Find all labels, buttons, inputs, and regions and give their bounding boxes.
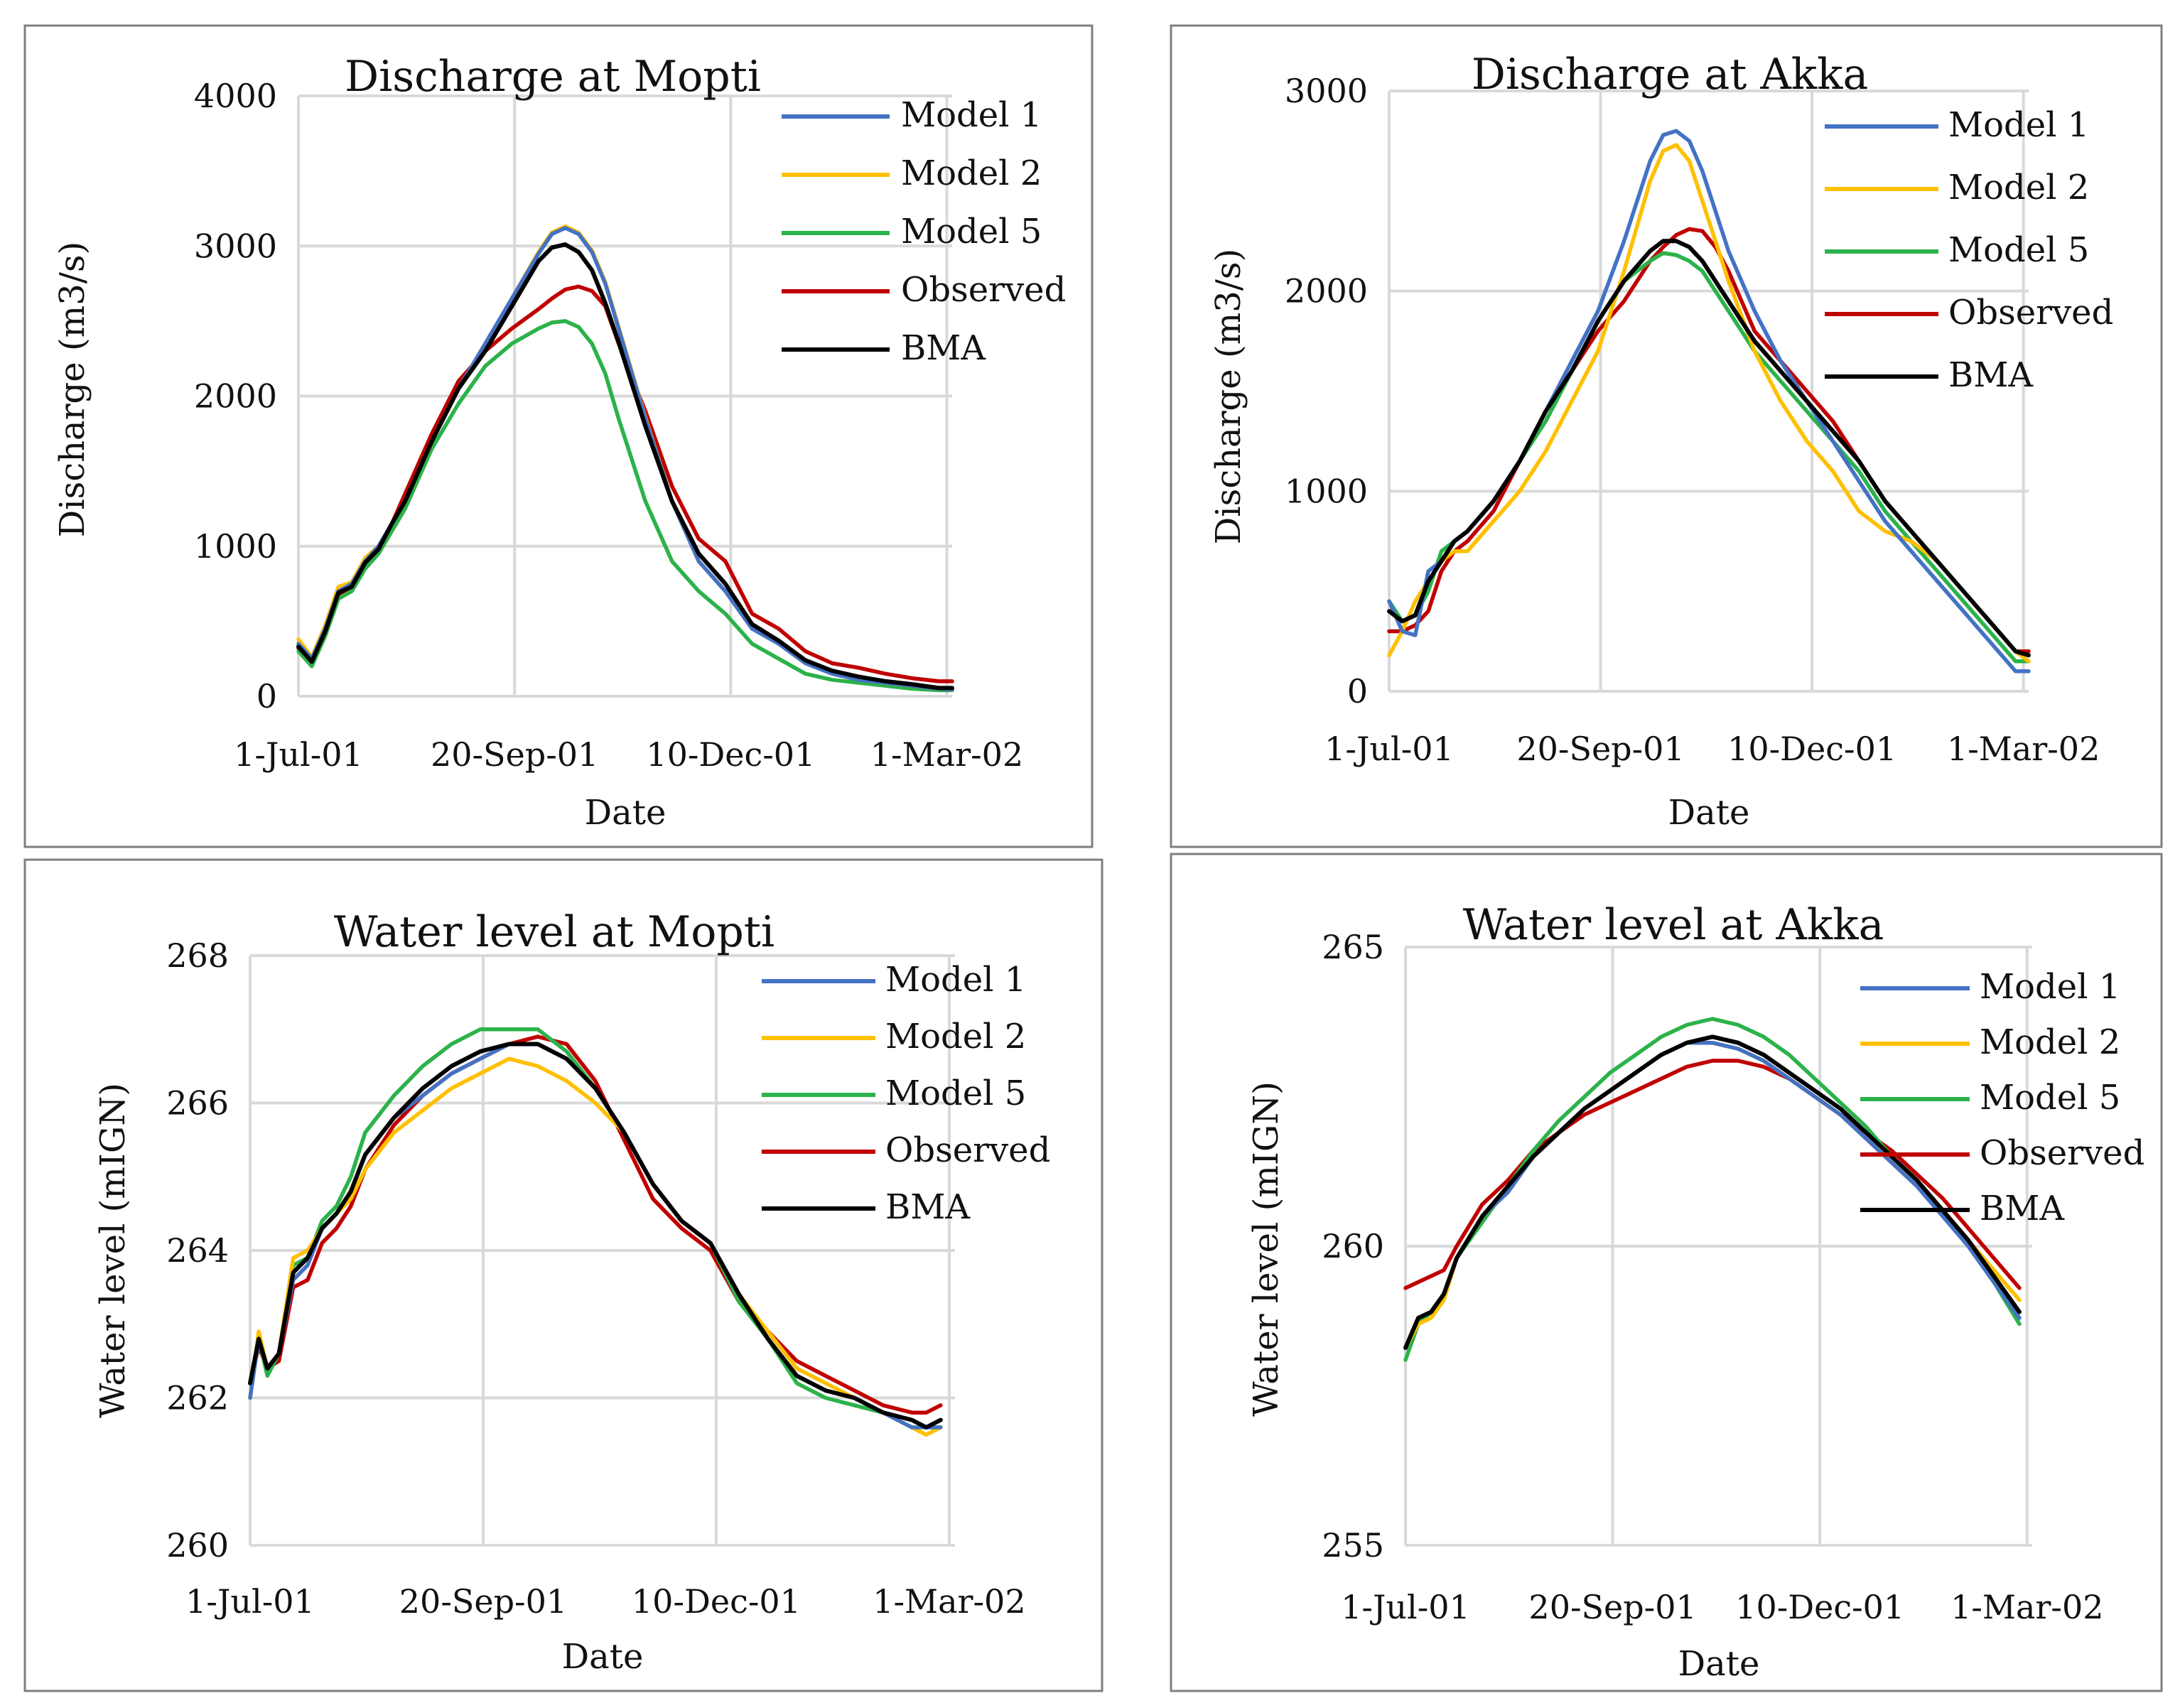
series-line-model-5 [296, 319, 954, 693]
y-axis-label: Discharge (m3/s) [1209, 249, 1248, 545]
chart-discharge-akka: 0 1000 2000 3000 1-Jul-01 20-Sep-01 10-Dec-01 1… [1209, 50, 2113, 833]
legend-label: Model 1 [885, 960, 1026, 1000]
y-tick-label: 2000 [1285, 272, 1368, 310]
legend-label: Observed [1948, 293, 2113, 333]
panel-frame-waterlevel-mopti [23, 858, 1104, 1692]
y-tick-label: 262 [166, 1379, 229, 1417]
y-tick-label: 1000 [1285, 472, 1368, 510]
series-line-model-1 [296, 226, 954, 692]
panel-frame-discharge-mopti [23, 24, 1094, 848]
x-tick-label: 1-Mar-02 [1947, 730, 2100, 768]
y-tick-label: 3000 [194, 227, 277, 265]
legend-label: Model 5 [885, 1074, 1026, 1113]
y-tick-label: 260 [166, 1526, 229, 1564]
x-tick-label: 1-Jul-01 [1341, 1588, 1470, 1626]
legend-label: Model 1 [901, 95, 1042, 135]
legend-label: Model 2 [901, 153, 1042, 193]
legend-label: BMA [1948, 355, 2034, 395]
x-tick-label: 1-Jul-01 [234, 735, 363, 774]
y-tick-label: 3000 [1285, 72, 1368, 110]
x-tick-label: 1-Mar-02 [1950, 1588, 2103, 1626]
x-tick-label: 10-Dec-01 [646, 735, 815, 774]
x-tick-label: 1-Mar-02 [873, 1582, 1025, 1621]
x-tick-label: 1-Jul-01 [1324, 730, 1454, 768]
y-tick-label: 0 [257, 677, 277, 715]
x-tick-label: 20-Sep-01 [431, 735, 598, 774]
legend-label: Model 2 [885, 1017, 1026, 1056]
chart-waterlevel-akka: 255 260 265 1-Jul-01 20-Sep-01 10-Dec-01 1-Mar… [1246, 900, 2144, 1684]
x-tick-label: 10-Dec-01 [1727, 730, 1896, 768]
y-axis-label: Water level (mIGN) [1246, 1081, 1286, 1417]
legend-label: Model 5 [901, 212, 1042, 252]
legend-label: Observed [885, 1130, 1050, 1170]
legend-label: Observed [901, 270, 1066, 310]
panel-frame-waterlevel-akka [1170, 853, 2163, 1692]
legend-label: Model 2 [1980, 1022, 2120, 1062]
legend-label: Model 5 [1980, 1078, 2120, 1118]
series-line-model-2 [1387, 143, 2031, 664]
x-axis-label: Date [1678, 1644, 1760, 1684]
chart-title: Water level at Akka [1463, 900, 1884, 950]
series-line-bma [296, 242, 954, 691]
chart-title: Discharge at Mopti [345, 52, 761, 102]
x-tick-label: 20-Sep-01 [1516, 730, 1684, 768]
series-line-model-2 [248, 1056, 943, 1437]
chart-waterlevel-mopti: 260 262 264 266 268 1-Jul-01 20-Sep-01 10-Dec-0… [93, 907, 1050, 1677]
legend-label: Model 1 [1948, 105, 2089, 145]
y-tick-label: 260 [1322, 1227, 1384, 1265]
series-line-bma [1387, 239, 2031, 658]
y-tick-label: 266 [166, 1084, 229, 1123]
x-axis-label: Date [585, 793, 667, 833]
y-tick-label: 264 [166, 1231, 229, 1270]
x-axis-label: Date [562, 1637, 644, 1677]
y-tick-label: 2000 [194, 377, 277, 416]
chart-title: Water level at Mopti [334, 907, 775, 957]
x-tick-label: 20-Sep-01 [1528, 1588, 1696, 1626]
y-tick-label: 4000 [194, 77, 277, 115]
y-tick-label: 255 [1322, 1526, 1384, 1564]
x-tick-label: 10-Dec-01 [1735, 1588, 1904, 1626]
y-tick-label: 0 [1347, 672, 1368, 710]
y-tick-label: 268 [166, 936, 229, 975]
chart-title: Discharge at Akka [1472, 50, 1869, 99]
x-axis-label: Date [1668, 793, 1750, 833]
x-tick-label: 1-Mar-02 [870, 735, 1023, 774]
x-tick-label: 1-Jul-01 [185, 1582, 315, 1621]
series-line-bma [1403, 1034, 2022, 1351]
series-line-model-1 [1387, 129, 2031, 674]
legend-label: BMA [885, 1187, 971, 1227]
series-line-observed [1403, 1059, 2022, 1290]
series-line-observed [248, 1034, 943, 1415]
legend-label: Model 2 [1948, 168, 2089, 207]
legend-label: BMA [1980, 1189, 2065, 1228]
series-line-bma [248, 1042, 943, 1429]
legend-label: Model 1 [1980, 967, 2120, 1007]
x-tick-label: 20-Sep-01 [399, 1582, 567, 1621]
y-axis-label: Discharge (m3/s) [53, 242, 92, 538]
x-tick-label: 10-Dec-01 [632, 1582, 801, 1621]
y-tick-label: 1000 [194, 527, 277, 566]
legend-label: BMA [901, 328, 986, 368]
y-tick-label: 265 [1322, 928, 1384, 966]
series-line-model-2 [296, 225, 954, 692]
legend-label: Model 5 [1948, 230, 2089, 270]
panel-frame-discharge-akka [1170, 24, 2163, 848]
chart-discharge-mopti: 0 1000 2000 3000 4000 1-Jul-01 20-Sep-01 10-Dec… [53, 52, 1066, 833]
y-axis-label: Water level (mIGN) [93, 1083, 133, 1418]
legend-label: Observed [1980, 1133, 2144, 1173]
